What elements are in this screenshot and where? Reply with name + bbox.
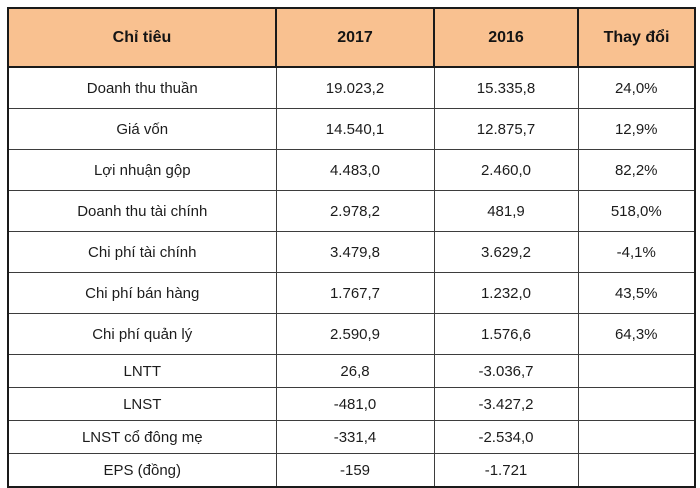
row-label: Chi phí bán hàng <box>7 272 277 314</box>
row-label: Giá vốn <box>7 108 277 150</box>
column-header-change: Thay đổi <box>577 7 696 68</box>
value-2017: 3.479,8 <box>275 231 435 273</box>
value-change: 64,3% <box>577 313 696 355</box>
column-header-criteria: Chỉ tiêu <box>7 7 277 68</box>
table-row-financial-expenses: Chi phí tài chính 3.479,8 3.629,2 -4,1% <box>7 231 696 273</box>
value-2016: 15.335,8 <box>433 66 579 109</box>
value-2016: -1.721 <box>433 453 579 488</box>
table-row-admin-expenses: Chi phí quản lý 2.590,9 1.576,6 64,3% <box>7 313 696 355</box>
value-2016: -3.036,7 <box>433 354 579 388</box>
value-2017: 2.590,9 <box>275 313 435 355</box>
value-2016: 2.460,0 <box>433 149 579 191</box>
value-change: 82,2% <box>577 149 696 191</box>
value-2016: 1.576,6 <box>433 313 579 355</box>
row-label: Doanh thu thuần <box>7 66 277 109</box>
table-row-lntt: LNTT 26,8 -3.036,7 <box>7 354 696 388</box>
table-row-financial-revenue: Doanh thu tài chính 2.978,2 481,9 518,0% <box>7 190 696 232</box>
value-2017: 1.767,7 <box>275 272 435 314</box>
value-2016: 3.629,2 <box>433 231 579 273</box>
row-label: Doanh thu tài chính <box>7 190 277 232</box>
row-label: Lợi nhuận gộp <box>7 149 277 191</box>
value-2016: -3.427,2 <box>433 387 579 421</box>
value-2016: -2.534,0 <box>433 420 579 454</box>
column-header-2016: 2016 <box>433 7 579 68</box>
value-2017: 26,8 <box>275 354 435 388</box>
value-2017: 4.483,0 <box>275 149 435 191</box>
value-2017: 14.540,1 <box>275 108 435 150</box>
value-2016: 481,9 <box>433 190 579 232</box>
header-row: Chỉ tiêu 2017 2016 Thay đổi <box>7 7 696 68</box>
value-2017: -481,0 <box>275 387 435 421</box>
row-label: LNTT <box>7 354 277 388</box>
financial-results-table: Chỉ tiêu 2017 2016 Thay đổi Doanh thu th… <box>7 7 696 488</box>
value-change <box>577 453 696 488</box>
table-row-net-revenue: Doanh thu thuần 19.023,2 15.335,8 24,0% <box>7 66 696 109</box>
row-label: Chi phí quản lý <box>7 313 277 355</box>
value-2016: 1.232,0 <box>433 272 579 314</box>
table-row-lnst: LNST -481,0 -3.427,2 <box>7 387 696 421</box>
value-change: 24,0% <box>577 66 696 109</box>
value-change: 12,9% <box>577 108 696 150</box>
table-row-gross-profit: Lợi nhuận gộp 4.483,0 2.460,0 82,2% <box>7 149 696 191</box>
table-row-selling-expenses: Chi phí bán hàng 1.767,7 1.232,0 43,5% <box>7 272 696 314</box>
row-label: LNST cổ đông mẹ <box>7 420 277 454</box>
row-label: Chi phí tài chính <box>7 231 277 273</box>
value-change <box>577 354 696 388</box>
value-change <box>577 387 696 421</box>
value-2017: -331,4 <box>275 420 435 454</box>
table-row-cogs: Giá vốn 14.540,1 12.875,7 12,9% <box>7 108 696 150</box>
row-label: EPS (đồng) <box>7 453 277 488</box>
value-change: 518,0% <box>577 190 696 232</box>
column-header-2017: 2017 <box>275 7 435 68</box>
value-2016: 12.875,7 <box>433 108 579 150</box>
value-change: 43,5% <box>577 272 696 314</box>
value-2017: 19.023,2 <box>275 66 435 109</box>
value-change: -4,1% <box>577 231 696 273</box>
value-change <box>577 420 696 454</box>
row-label: LNST <box>7 387 277 421</box>
table-row-lnst-parent: LNST cổ đông mẹ -331,4 -2.534,0 <box>7 420 696 454</box>
value-2017: -159 <box>275 453 435 488</box>
table-row-eps: EPS (đồng) -159 -1.721 <box>7 453 696 488</box>
value-2017: 2.978,2 <box>275 190 435 232</box>
